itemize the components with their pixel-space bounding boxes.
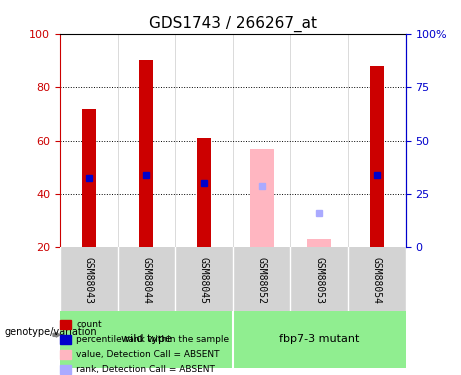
Bar xyxy=(249,148,274,248)
Bar xyxy=(139,60,154,248)
Text: fbp7-3 mutant: fbp7-3 mutant xyxy=(279,334,360,344)
Text: GSM88053: GSM88053 xyxy=(314,257,324,304)
Bar xyxy=(370,66,384,248)
Text: GSM88054: GSM88054 xyxy=(372,257,382,304)
Title: GDS1743 / 266267_at: GDS1743 / 266267_at xyxy=(149,16,317,32)
Text: genotype/variation: genotype/variation xyxy=(5,327,97,337)
Text: count: count xyxy=(76,320,102,329)
Text: GSM88044: GSM88044 xyxy=(142,257,151,304)
Text: rank, Detection Call = ABSENT: rank, Detection Call = ABSENT xyxy=(76,365,215,374)
Text: percentile rank within the sample: percentile rank within the sample xyxy=(76,335,229,344)
Bar xyxy=(197,138,211,248)
Text: wild type: wild type xyxy=(121,334,172,344)
Text: GSM88043: GSM88043 xyxy=(84,257,94,304)
Text: GSM88052: GSM88052 xyxy=(257,257,266,304)
Bar xyxy=(307,239,331,248)
Text: GSM88045: GSM88045 xyxy=(199,257,209,304)
Text: value, Detection Call = ABSENT: value, Detection Call = ABSENT xyxy=(76,350,219,359)
Bar xyxy=(82,108,96,248)
